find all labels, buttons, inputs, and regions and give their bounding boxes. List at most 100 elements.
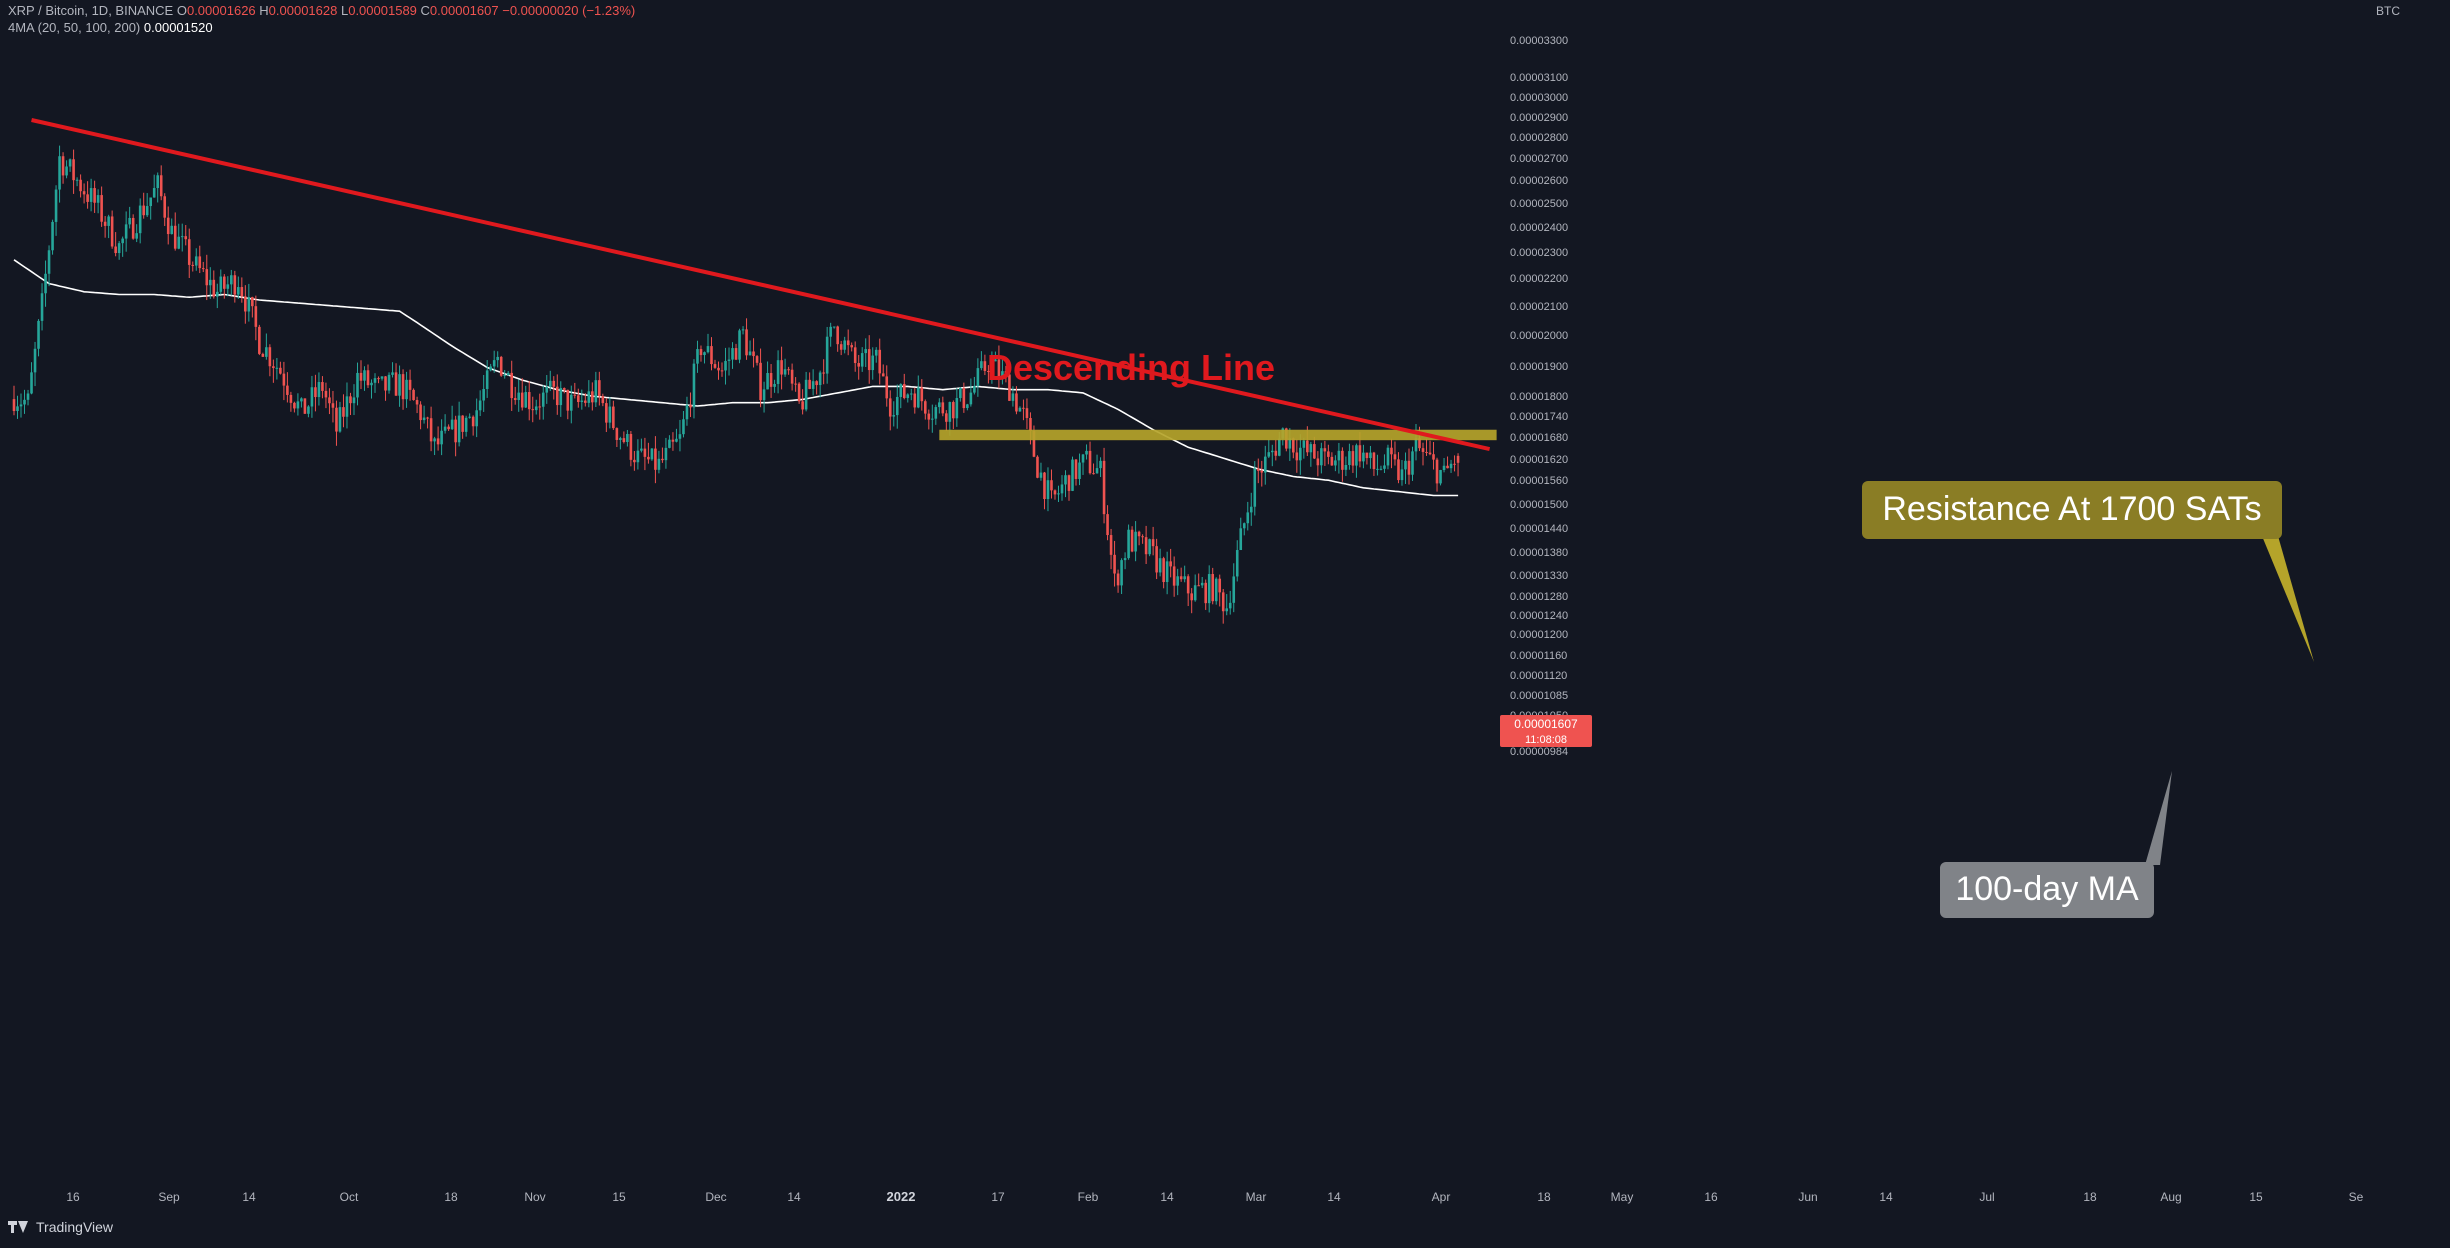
candle-body — [647, 456, 650, 460]
candle-body — [839, 344, 843, 350]
candle-body — [1085, 450, 1088, 455]
candle-body — [1288, 438, 1292, 449]
candle-body — [1323, 448, 1327, 452]
symbol-title[interactable]: XRP / Bitcoin, 1D, BINANCE — [8, 3, 174, 18]
candle-body — [650, 448, 654, 460]
candle-body — [461, 415, 464, 432]
candle-body — [671, 439, 675, 442]
annotations-layer[interactable]: Descending Line Resistance At 1700 SATs 10… — [987, 347, 2314, 918]
candle-body — [201, 268, 205, 270]
candle-body — [1225, 608, 1229, 612]
candle-body — [962, 387, 966, 409]
candle-body — [419, 404, 422, 421]
candle-body — [156, 175, 160, 189]
indicator-title[interactable]: 4MA (20, 50, 100, 200) — [8, 20, 141, 35]
candle-body — [335, 407, 338, 432]
candle-body — [829, 326, 832, 337]
candle-body — [520, 392, 524, 408]
candle-body — [1404, 460, 1407, 470]
candle-body — [177, 236, 181, 249]
y-tick-label: 0.00001680 — [1510, 432, 1568, 444]
candle-body — [822, 372, 825, 374]
candle-body — [1120, 560, 1123, 586]
brand-text: TradingView — [36, 1219, 114, 1235]
candle-body — [485, 370, 489, 389]
candle-body — [128, 217, 131, 225]
candle-body — [1278, 438, 1281, 456]
y-tick-label: 0.00001380 — [1510, 547, 1568, 559]
descending-trendline[interactable] — [31, 118, 1491, 452]
y-tick-label: 0.00001330 — [1510, 570, 1568, 582]
x-tick-label: Jul — [1979, 1190, 1994, 1204]
candle-body — [489, 366, 492, 371]
candle-body — [710, 346, 713, 365]
candle-body — [997, 359, 1001, 379]
y-tick-label: 0.00003100 — [1510, 72, 1568, 84]
candle-body — [468, 416, 471, 418]
y-tick-label: 0.00002100 — [1510, 301, 1568, 313]
candle-body — [237, 287, 240, 295]
resistance-zone[interactable] — [939, 429, 1497, 441]
candle-body — [1362, 452, 1365, 462]
candle-body — [864, 349, 868, 354]
candle-body — [776, 360, 780, 384]
candle-body — [573, 394, 577, 396]
candle-body — [909, 393, 913, 395]
candle-body — [562, 388, 566, 390]
candle-body — [1246, 512, 1250, 524]
footer-brand[interactable]: TradingView — [8, 1219, 113, 1235]
candle-body — [279, 367, 282, 374]
candle-body — [1390, 447, 1393, 455]
candle-body — [1060, 484, 1064, 494]
candle-body — [1197, 585, 1200, 587]
y-tick-label: 0.00002700 — [1510, 153, 1568, 165]
candle-body — [1169, 561, 1172, 567]
candle-body — [429, 418, 433, 442]
candle-body — [1295, 452, 1299, 461]
resistance-callout-box[interactable] — [1862, 481, 2282, 539]
moving-average-line[interactable] — [13, 259, 1459, 497]
price-axis[interactable]: 0.00003300 0.00003100 0.00003000 0.00002900… — [1510, 35, 1568, 758]
candle-body — [401, 374, 405, 400]
candle-body — [121, 238, 124, 244]
candle-body — [878, 349, 882, 374]
candle-body — [584, 400, 587, 403]
candle-body — [359, 372, 363, 381]
ma-callout-box[interactable] — [1940, 862, 2154, 918]
candle-body — [1011, 393, 1015, 401]
candle-body — [626, 433, 629, 443]
candle-body — [955, 398, 959, 419]
candle-body — [724, 360, 727, 371]
descending-line-label[interactable]: Descending Line — [987, 347, 1275, 388]
candle-body — [471, 416, 475, 427]
indicator-header[interactable]: 4MA (20, 50, 100, 200) 0.00001520 — [8, 20, 213, 35]
candle-body — [454, 419, 457, 443]
candle-body — [464, 417, 468, 432]
candle-body — [1263, 456, 1267, 473]
ma-callout-label: 100-day MA — [1955, 870, 2139, 908]
candle-body — [110, 216, 114, 247]
drawings-layer[interactable] — [31, 118, 1497, 452]
candle-body — [230, 275, 233, 285]
candle-body — [517, 392, 521, 401]
candle-body — [244, 296, 247, 312]
candle-body — [37, 320, 40, 349]
candle-body — [1081, 454, 1085, 463]
candle-body — [1330, 456, 1334, 466]
time-axis[interactable]: 16 Sep 14 Oct 18 Nov 15 Dec 14 2022 17 Feb 14 Mar 14 Ap… — [66, 1189, 2363, 1204]
candle-body — [387, 374, 391, 391]
ohlc-close-label: C — [420, 3, 430, 18]
candle-body — [194, 256, 198, 266]
symbol-header[interactable]: XRP / Bitcoin, 1D, BINANCE O0.00001626 H… — [8, 3, 635, 18]
candle-body — [717, 367, 720, 371]
candle-body — [370, 382, 373, 386]
candle-body — [226, 284, 230, 289]
candle-body — [86, 194, 89, 202]
candle-body — [1320, 448, 1323, 466]
candle-body — [797, 383, 801, 402]
candle-body — [82, 191, 86, 195]
candle-body — [594, 380, 598, 403]
candle-body — [1046, 480, 1050, 500]
